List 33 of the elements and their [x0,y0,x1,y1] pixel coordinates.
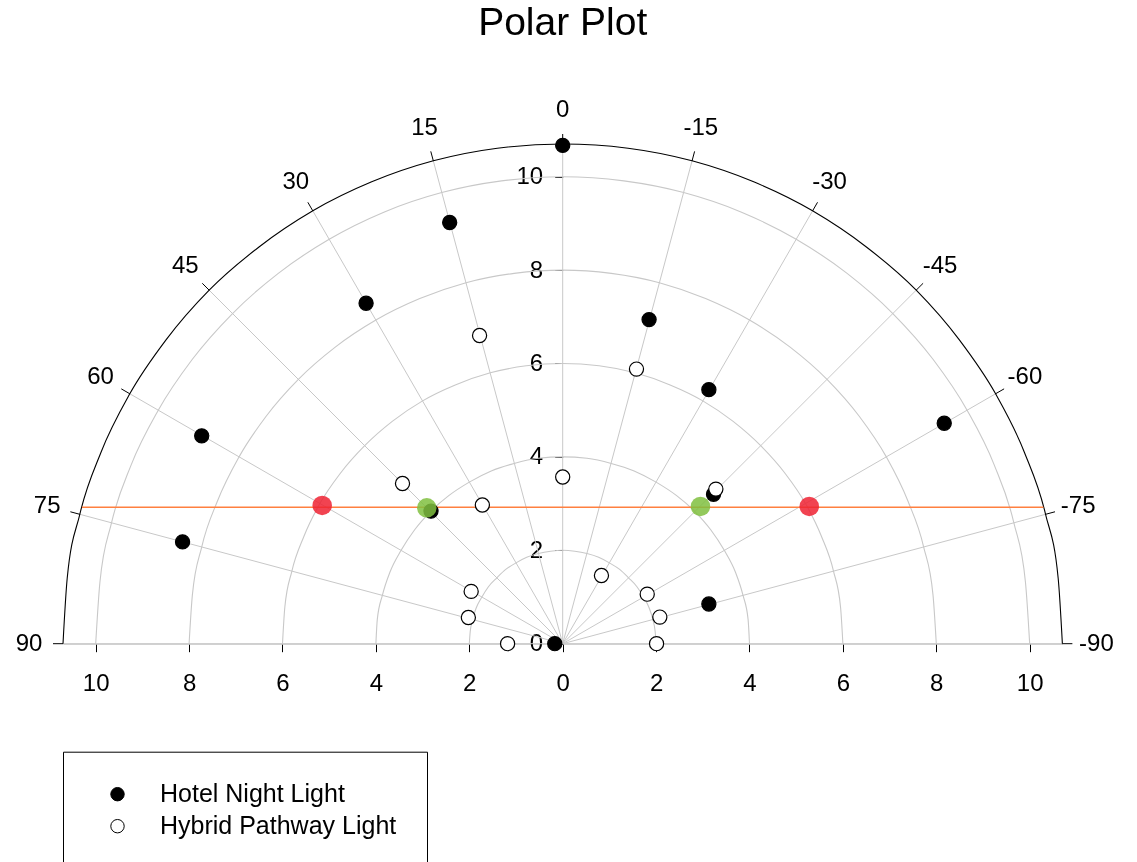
y-tick-label: 2 [529,535,544,563]
annotation: -60 [1007,361,1043,389]
x-tick-label: 8 [930,669,944,697]
annotation: 45 [171,251,199,279]
text: 75 [33,490,61,518]
x-tick-label: 6 [276,669,290,697]
x-tick-label: 2 [649,669,664,697]
y-tick-label: 6 [529,348,544,376]
annotation: 60 [87,361,114,389]
annotation: -75 [1060,490,1096,518]
y-tick-label: 8 [529,255,544,283]
x-tick-label: 4 [743,669,757,697]
legend-label: Hotel Night Light [160,779,345,808]
x-tick-label: 10 [1016,669,1044,697]
chart-title: Polar Plot [478,0,648,43]
annotation: -30 [812,166,847,194]
y-tick-label: 10 [516,162,544,190]
x-tick-label: 8 [182,669,197,697]
annotation: 30 [282,166,310,194]
x-tick-label: 10 [82,669,110,697]
x-tick-label: 2 [463,669,477,697]
y-tick-label: 0 [529,629,544,657]
x-tick-label: 0 [556,669,570,697]
annotation: -45 [922,251,958,279]
legend-label: Hybrid Pathway Light [160,811,397,840]
text: -90 [1079,628,1114,656]
text: 0 [556,95,570,122]
text: 15 [411,113,438,141]
y-tick-label: 4 [529,442,544,470]
text: -15 [683,113,719,141]
text: 90 [15,628,43,656]
x-tick-label: 6 [836,669,851,697]
x-tick-label: 4 [369,669,384,697]
